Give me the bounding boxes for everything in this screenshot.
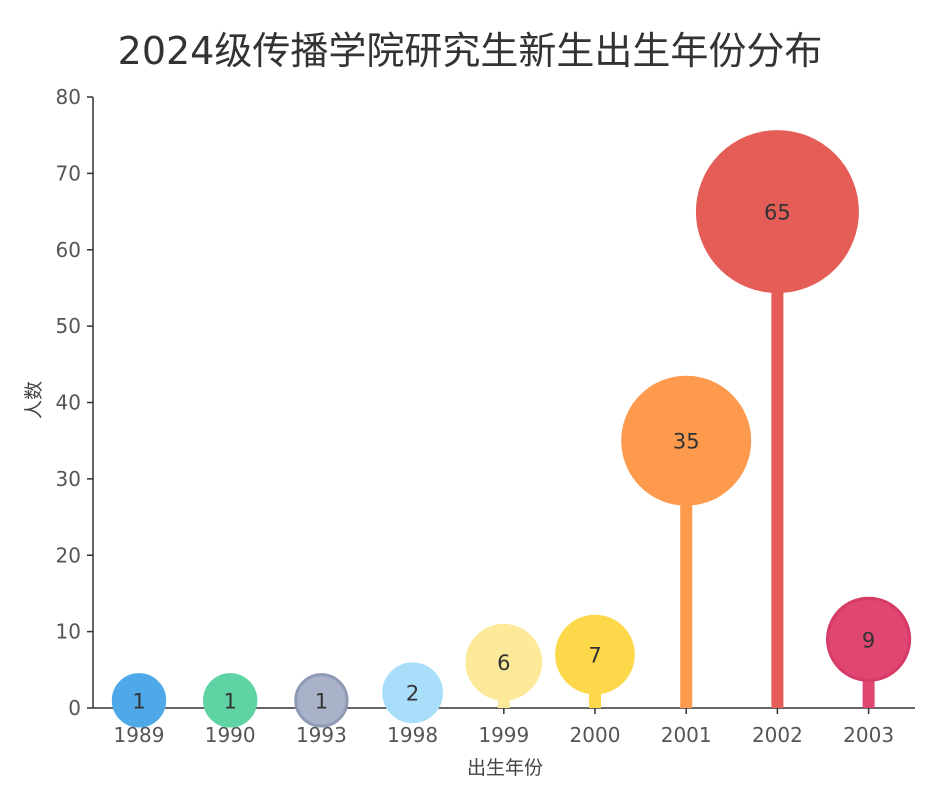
y-tick-label: 70 (56, 161, 81, 185)
y-tick-label: 40 (56, 391, 81, 415)
y-tick-label: 60 (56, 238, 81, 262)
data-label-2000: 7 (588, 644, 601, 668)
y-axis-title: 人数 (23, 381, 45, 419)
y-tick-label: 80 (56, 85, 81, 109)
y-tick-label: 20 (56, 543, 81, 567)
x-tick-label: 2002 (752, 723, 803, 747)
lollipop-stick-2001 (680, 440, 693, 708)
data-label-2003: 9 (862, 628, 875, 652)
data-label-1998: 2 (406, 682, 419, 706)
x-tick-label: 2003 (843, 723, 894, 747)
data-label-2001: 35 (673, 430, 700, 454)
chart-title: 2024级传播学院研究生新生出生年份分布 (118, 29, 823, 73)
data-label-2002: 65 (764, 201, 791, 225)
data-label-1993: 1 (315, 689, 328, 713)
y-tick-label: 50 (56, 314, 81, 338)
lollipop-head-2003 (826, 596, 912, 682)
lollipop-stick-2002 (771, 211, 784, 708)
data-label-1989: 1 (132, 689, 145, 713)
x-axis-title: 出生年份 (467, 757, 543, 779)
y-tick-label: 10 (56, 620, 81, 644)
lollipop-head-1998 (382, 662, 443, 724)
lollipop-head-1989 (111, 673, 167, 728)
x-tick-label: 2000 (570, 723, 621, 747)
data-label-1999: 6 (497, 651, 510, 675)
y-tick-label: 0 (68, 696, 81, 720)
lollipop-head-1999 (465, 623, 543, 701)
x-tick-label: 1999 (478, 723, 529, 747)
y-axis: 0 10 20 30 40 50 60 70 80 (56, 85, 94, 720)
lollipop-head-1990 (203, 673, 258, 728)
data-labels: 1 1 1 2 6 7 35 65 9 (132, 201, 875, 714)
lollipop-head-2002 (695, 130, 859, 294)
lollipop-head-1993 (294, 673, 349, 728)
x-tick-label: 1998 (387, 723, 438, 747)
lollipop-heads (111, 130, 912, 728)
data-label-1990: 1 (224, 689, 237, 713)
lollipop-head-2000 (555, 614, 635, 695)
lollipop-head-2001 (621, 375, 752, 506)
x-tick-label: 2001 (661, 723, 712, 747)
y-tick-label: 30 (56, 467, 81, 491)
